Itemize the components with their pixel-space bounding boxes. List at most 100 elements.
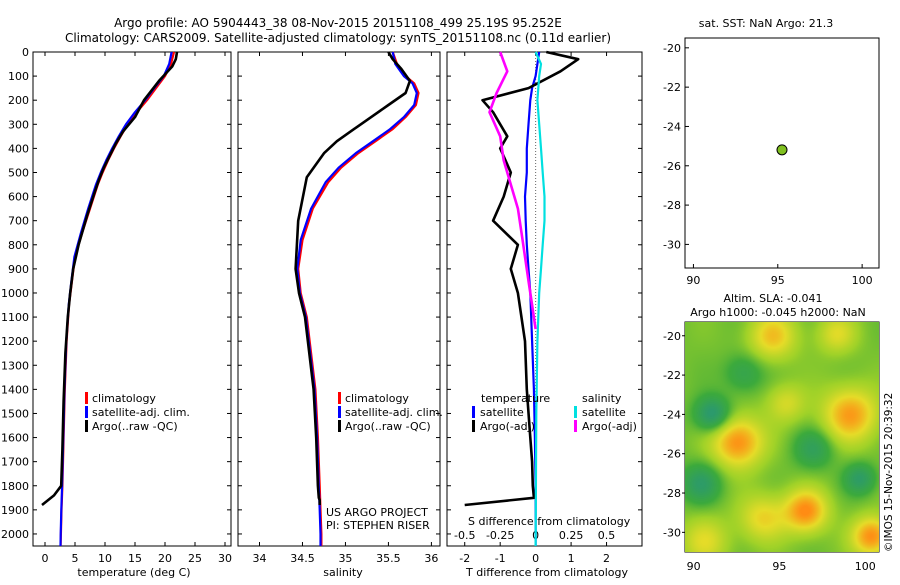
x-tick-label: 90 [687, 560, 701, 573]
argo-position-marker [776, 144, 788, 156]
legend-label-satellite: satellite-adj. clim. [92, 406, 190, 419]
x-tick-label: 0 [42, 552, 49, 565]
project-name: US ARGO PROJECT [326, 506, 428, 519]
depth-tick-label: 600 [8, 191, 29, 204]
x-tick-label: -2 [459, 552, 470, 565]
sla-panel-title2: Argo h1000: -0.045 h2000: NaN [690, 306, 866, 319]
y-tick-label: -24 [663, 120, 681, 133]
legend-label-temp-satellite: satellite [480, 406, 524, 419]
legend-header-temperature: temperature [481, 392, 550, 405]
depth-tick-label: 400 [8, 142, 29, 155]
t-difference-axis-label: T difference from climatology [465, 566, 628, 579]
salinity-legend: climatology satellite-adj. clim. Argo(..… [338, 392, 443, 433]
depth-tick-label: 0 [22, 46, 29, 59]
y-tick-label: -24 [663, 408, 681, 421]
depth-tick-label: 1600 [1, 432, 29, 445]
top-tick-label: 0.5 [598, 529, 616, 542]
legend-label-argo: Argo(..raw -QC) [345, 420, 431, 433]
top-tick-label: -0.25 [486, 529, 514, 542]
x-tick-label: 95 [771, 274, 785, 287]
x-tick-label: 35.5 [376, 552, 401, 565]
depth-tick-label: 700 [8, 215, 29, 228]
difference-legend: temperature salinity satellite Argo(-adj… [472, 392, 637, 433]
depth-tick-label: 500 [8, 166, 29, 179]
plot-frame [237, 51, 441, 547]
x-tick-label: 36 [424, 552, 438, 565]
y-tick-label: -22 [663, 81, 681, 94]
legend-swatch-temp-satellite [472, 406, 475, 418]
depth-tick-label: 1300 [1, 359, 29, 372]
depth-tick-label: 800 [8, 239, 29, 252]
x-tick-label: 15 [128, 552, 142, 565]
temperature-axis-label: temperature (deg C) [77, 566, 190, 579]
x-tick-label: 100 [852, 274, 873, 287]
depth-tick-label: 1500 [1, 407, 29, 420]
sla-map-panel: 90 95 100 -20 -22 -24 -26 -28 -30 [663, 321, 880, 573]
depth-tick-label: 1900 [1, 504, 29, 517]
top-tick-label: -0.5 [454, 529, 475, 542]
series-line [41, 51, 179, 507]
x-tick-label: 1 [568, 552, 575, 565]
x-tick-label: -1 [495, 552, 506, 565]
x-tick-label: 90 [686, 274, 700, 287]
y-tick-label: -20 [663, 42, 681, 55]
project-pi: PI: STEPHEN RISER [326, 519, 430, 532]
y-tick-label: -26 [663, 448, 681, 461]
legend-swatch-sal-argo [574, 420, 577, 432]
imos-credit: ©IMOS 15-Nov-2015 20:39:32 [883, 393, 895, 552]
x-tick-label: 2 [603, 552, 610, 565]
depth-tick-label: 100 [8, 70, 29, 83]
legend-swatch-climatology [85, 392, 88, 404]
depth-tick-label: 200 [8, 94, 29, 107]
figure-title-line2: Climatology: CARS2009. Satellite-adjuste… [65, 31, 611, 45]
legend-swatch-satellite [338, 406, 341, 418]
y-tick-label: -30 [663, 526, 681, 539]
plot-frame [32, 51, 232, 547]
s-difference-label: S difference from climatology [468, 515, 631, 528]
x-tick-label: 95 [772, 560, 786, 573]
x-tick-label: 5 [72, 552, 79, 565]
legend-swatch-argo [338, 420, 341, 432]
depth-tick-label: 300 [8, 118, 29, 131]
depth-tick-label: 1800 [1, 480, 29, 493]
x-tick-label: 34 [252, 552, 266, 565]
legend-label-climatology: climatology [345, 392, 409, 405]
series-line [59, 51, 173, 547]
y-tick-label: -26 [663, 160, 681, 173]
legend-label-argo: Argo(..raw -QC) [92, 420, 178, 433]
temperature-panel: 0100200300400500600700800900100011001200… [1, 46, 232, 565]
temperature-legend: climatology satellite-adj. clim. Argo(..… [85, 392, 190, 433]
figure-title-line1: Argo profile: AO 5904443_38 08-Nov-2015 … [114, 16, 562, 30]
x-tick-label: 30 [218, 552, 232, 565]
x-tick-label: 25 [188, 552, 202, 565]
depth-tick-label: 1700 [1, 456, 29, 469]
legend-swatch-temp-argo [472, 420, 475, 432]
series-line [523, 51, 541, 546]
y-tick-label: -28 [663, 199, 681, 212]
sst-map-panel: 90 95 100 -20 -22 -24 -26 -28 -30 [663, 37, 880, 287]
sla-heatmap [685, 322, 879, 552]
top-tick-label: 0.25 [559, 529, 584, 542]
sla-panel-title1: Altim. SLA: -0.041 [723, 292, 822, 305]
x-tick-label: 10 [98, 552, 112, 565]
legend-label-climatology: climatology [92, 392, 156, 405]
depth-tick-label: 1000 [1, 287, 29, 300]
legend-header-salinity: salinity [582, 392, 622, 405]
y-tick-label: -20 [663, 330, 681, 343]
y-tick-label: -22 [663, 369, 681, 382]
depth-tick-label: 1100 [1, 311, 29, 324]
plot-frame [446, 51, 643, 547]
legend-label-temp-argo: Argo(-adj) [480, 420, 535, 433]
depth-tick-label: 1400 [1, 383, 29, 396]
y-tick-label: -30 [663, 238, 681, 251]
depth-tick-label: 900 [8, 263, 29, 276]
legend-swatch-sal-satellite [574, 406, 577, 418]
depth-tick-label: 1200 [1, 335, 29, 348]
series-line [464, 50, 580, 507]
legend-swatch-argo [85, 420, 88, 432]
series-line [534, 51, 546, 547]
series-line [59, 51, 176, 547]
series-line [488, 51, 537, 330]
